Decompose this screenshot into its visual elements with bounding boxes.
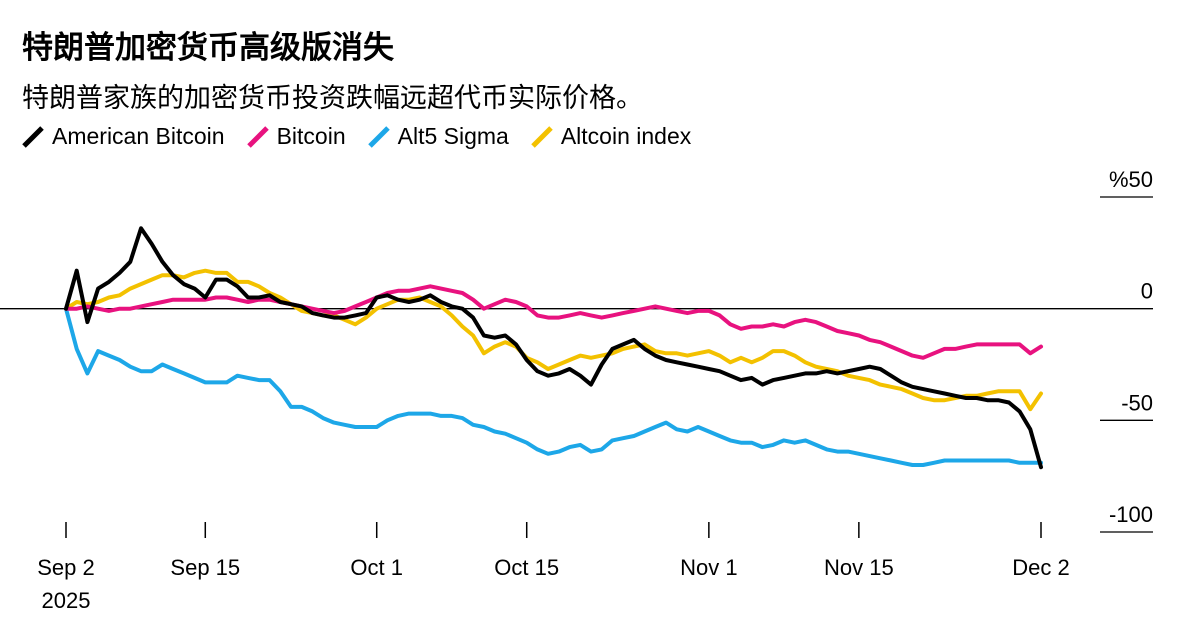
x-tick-label-3: Oct 15 <box>494 555 559 580</box>
chart-legend: American Bitcoin Bitcoin Alt5 Sigma Altc… <box>20 123 711 150</box>
legend-label-altcoin-index: Altcoin index <box>560 123 692 149</box>
y-tick-label-3: -100 <box>1109 502 1153 527</box>
legend-swatch-bitcoin <box>246 125 269 148</box>
y-tick-label-2: -50 <box>1121 390 1153 415</box>
x-tick-sublabel-0: 2025 <box>42 588 91 613</box>
x-tick-label-4: Nov 1 <box>680 555 737 580</box>
y-tick-label-1: 0 <box>1141 279 1153 304</box>
y-tick-label-0: %50 <box>1109 167 1153 192</box>
chart-title: 特朗普加密货币高级版消失 <box>22 30 394 66</box>
x-tick-label-2: Oct 1 <box>350 555 403 580</box>
series-line-american-bitcoin <box>64 226 1043 470</box>
legend-item-alt5-sigma: Alt5 Sigma <box>366 123 509 150</box>
series-line-alt5-sigma <box>64 306 1043 467</box>
legend-swatch-alt5-sigma <box>367 125 390 148</box>
x-tick-label-5: Nov 15 <box>824 555 894 580</box>
legend-label-bitcoin: Bitcoin <box>276 123 346 149</box>
series-line-altcoin-index <box>64 268 1043 412</box>
x-tick-label-1: Sep 15 <box>170 555 240 580</box>
chart-subtitle: 特朗普家族的加密货币投资跌幅远超代币实际价格。 <box>22 83 643 114</box>
legend-swatch-altcoin-index <box>531 125 553 148</box>
legend-item-altcoin-index: Altcoin index <box>529 123 691 150</box>
legend-item-bitcoin: Bitcoin <box>245 123 346 150</box>
legend-item-american-bitcoin: American Bitcoin <box>20 123 225 150</box>
legend-swatch-american-bitcoin <box>22 125 44 148</box>
x-tick-label-0: Sep 2 <box>37 555 95 580</box>
series-line-bitcoin <box>64 284 1043 360</box>
legend-label-american-bitcoin: American Bitcoin <box>52 123 225 149</box>
x-tick-label-6: Dec 2 <box>1012 555 1069 580</box>
legend-label-alt5-sigma: Alt5 Sigma <box>397 123 509 149</box>
